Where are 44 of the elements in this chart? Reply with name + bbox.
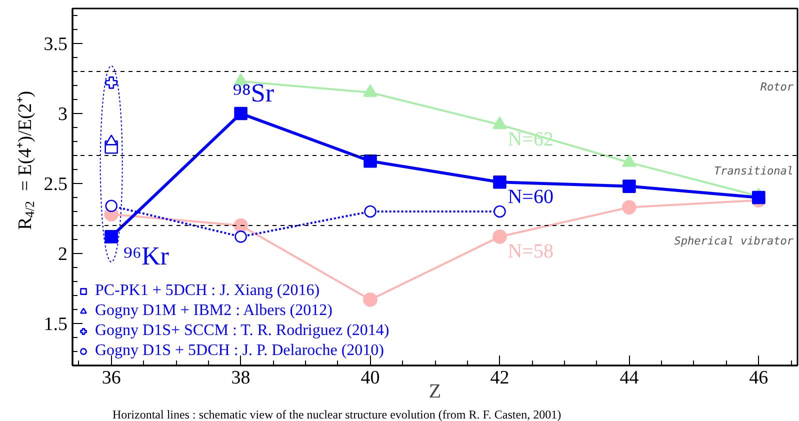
text: Horizontal lines : schematic view of the nuclear structure evolution (from R. F. Casten, 2001) [112,408,562,421]
x-tick-label: 46 [749,368,768,388]
legend-label: Gogny D1S+ SCCM : T. R. Rodriguez (2014) [95,322,390,340]
ref-line-label: Rotor [760,80,794,94]
y-tick-label: 2.5 [44,174,68,195]
y-tick-label: 1.5 [44,314,68,335]
series-label: N=60 [508,186,554,208]
y-axis-title: R4/2 = E(4⁺)/E(2⁺) [15,90,37,230]
point [104,230,118,244]
legend-label: PC-PK1 + 5DCH : J. Xiang (2016) [95,282,320,300]
point [364,154,377,168]
point [363,84,378,97]
series-label: N=58 [508,240,554,263]
point [105,76,118,89]
y-tick-label: 3.5 [44,34,68,55]
y-tick-label: 2 [58,244,68,265]
point [622,200,636,214]
legend-label: Gogny D1M + IBM2 : Albers (2012) [95,302,332,320]
x-tick-label: 44 [620,368,640,388]
legend-label: Gogny D1S + 5DCH : J. P. Delaroche (2010) [95,342,384,360]
x-tick-label: 40 [360,368,380,388]
point [493,175,506,189]
series-label: N=62 [508,128,554,151]
point [234,106,248,120]
x-axis-title: Z [428,380,442,402]
x-tick-label: 36 [102,368,121,388]
point [364,205,376,218]
ref-line-label: Spherical vibrator [674,234,794,248]
point [622,180,636,193]
ref-line-label: Transitional [714,164,794,178]
point [492,116,507,130]
point [492,230,507,244]
point [105,200,118,212]
point [234,218,248,233]
x-tick-label: 38 [231,368,250,388]
point [363,292,378,307]
annotation: ⁹⁸Sr [232,78,274,108]
point [234,230,247,243]
point [752,190,766,204]
y-tick-label: 3 [58,104,68,125]
point [494,205,506,218]
annotation: ⁹⁶Kr [123,242,170,271]
x-tick-label: 42 [490,368,510,388]
point [105,134,118,146]
